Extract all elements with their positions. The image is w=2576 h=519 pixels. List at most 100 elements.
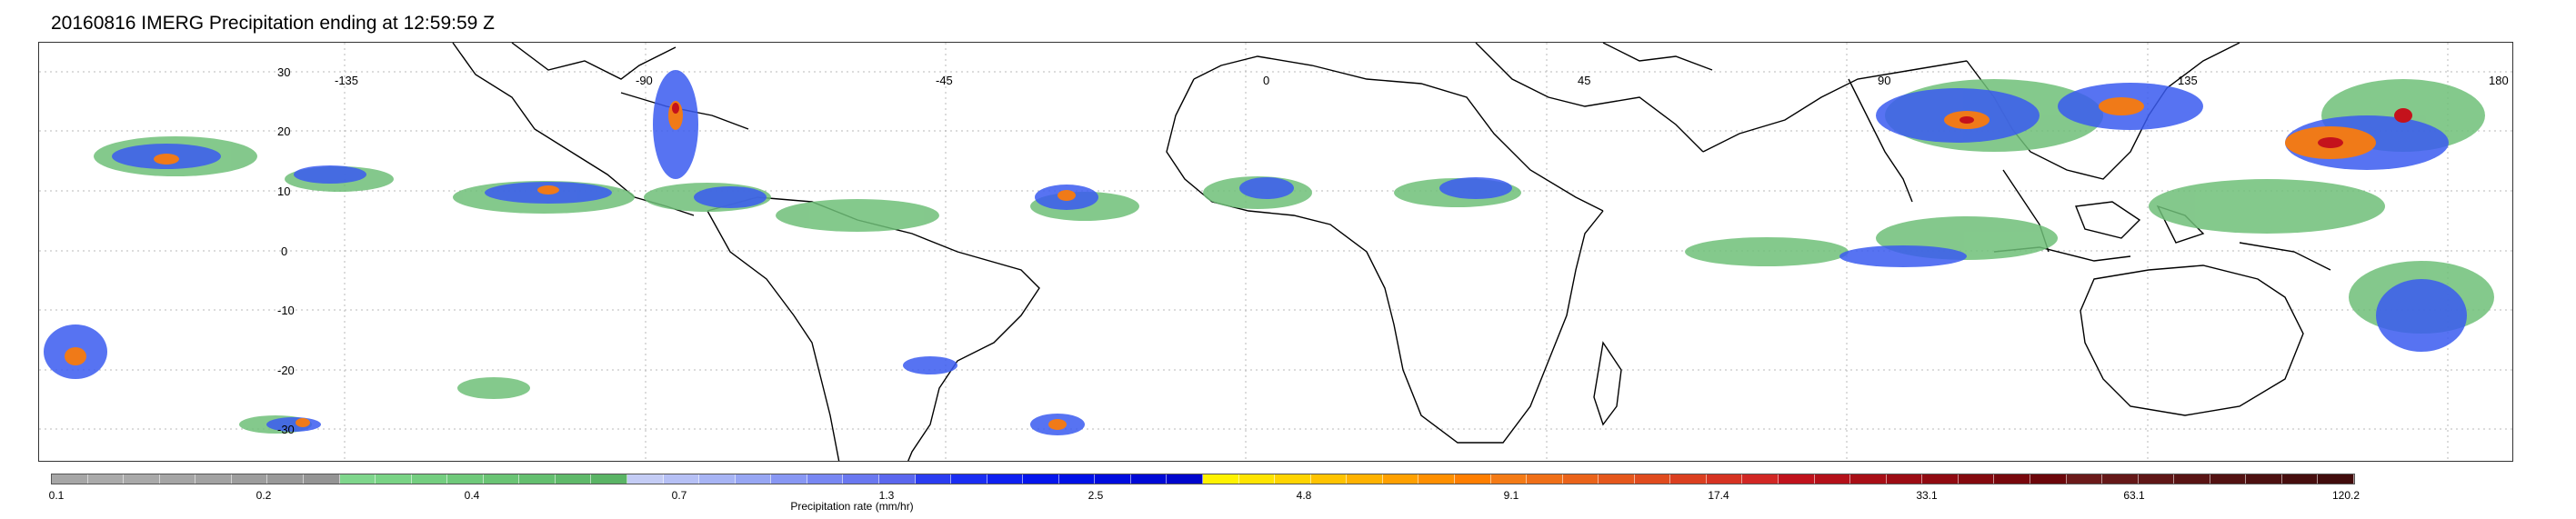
colorbar-segment bbox=[231, 474, 268, 484]
map-canvas bbox=[39, 43, 2512, 461]
colorbar-tick-7: 9.1 bbox=[1503, 489, 1519, 502]
colorbar-segment bbox=[663, 474, 700, 484]
colorbar-tick-8: 17.4 bbox=[1708, 489, 1729, 502]
colorbar-segment bbox=[2066, 474, 2103, 484]
colorbar-segment bbox=[1814, 474, 1851, 484]
colorbar-segment bbox=[124, 474, 160, 484]
colorbar-segment bbox=[843, 474, 879, 484]
colorbar-segment bbox=[735, 474, 772, 484]
colorbar-tick-9: 33.1 bbox=[1916, 489, 1938, 502]
lat-label-neg20: -20 bbox=[277, 364, 295, 377]
colorbar-segment bbox=[1095, 474, 1131, 484]
colorbar-segment bbox=[447, 474, 484, 484]
colorbar-tick-3: 0.7 bbox=[671, 489, 687, 502]
colorbar-tick-1: 0.2 bbox=[256, 489, 272, 502]
graticule-grid bbox=[39, 43, 2512, 461]
colorbar-segment bbox=[2102, 474, 2139, 484]
colorbar-tick-0: 0.1 bbox=[48, 489, 65, 502]
colorbar-segment bbox=[2174, 474, 2210, 484]
lat-label-30: 30 bbox=[277, 65, 291, 79]
colorbar-segment bbox=[1454, 474, 1491, 484]
colorbar-segment bbox=[1275, 474, 1311, 484]
lon-label-45: 45 bbox=[1578, 74, 1591, 87]
colorbar-segment bbox=[1527, 474, 1563, 484]
colorbar-segment bbox=[87, 474, 125, 484]
colorbar-segment bbox=[1599, 474, 1635, 484]
colorbar-segment bbox=[951, 474, 987, 484]
colorbar-segment bbox=[1023, 474, 1059, 484]
colorbar-tick-2: 0.4 bbox=[464, 489, 480, 502]
lon-label-neg135: -135 bbox=[335, 74, 359, 87]
colorbar-segment bbox=[2318, 474, 2354, 484]
colorbar-segment bbox=[1886, 474, 1923, 484]
rain-light bbox=[94, 79, 2494, 434]
lon-label-180: 180 bbox=[2489, 74, 2509, 87]
colorbar-segment bbox=[555, 474, 592, 484]
colorbar-segment bbox=[303, 474, 340, 484]
colorbar-segment bbox=[339, 474, 376, 484]
lon-label-135: 135 bbox=[2178, 74, 2198, 87]
colorbar-segment bbox=[699, 474, 736, 484]
coastlines bbox=[452, 43, 2331, 461]
colorbar-segment bbox=[1130, 474, 1168, 484]
colorbar-segment bbox=[1634, 474, 1671, 484]
precipitation-map: 30 20 10 0 -10 -20 -30 -135 -90 -45 0 45… bbox=[38, 42, 2513, 462]
colorbar-tick-4: 1.3 bbox=[878, 489, 895, 502]
colorbar-segment bbox=[771, 474, 807, 484]
colorbar-segment bbox=[195, 474, 232, 484]
colorbar-segment bbox=[1779, 474, 1815, 484]
rain-extreme bbox=[672, 103, 2412, 148]
lon-label-neg45: -45 bbox=[936, 74, 953, 87]
lat-label-10: 10 bbox=[277, 185, 291, 198]
colorbar-segment bbox=[159, 474, 196, 484]
colorbar-segment bbox=[915, 474, 952, 484]
colorbar-segment bbox=[2281, 474, 2319, 484]
rain-moderate bbox=[44, 70, 2467, 435]
colorbar-segment bbox=[1994, 474, 2030, 484]
colorbar-segment bbox=[1562, 474, 1599, 484]
colorbar-segment bbox=[1203, 474, 1239, 484]
colorbar-segment bbox=[1922, 474, 1959, 484]
colorbar-segment bbox=[267, 474, 304, 484]
colorbar-tick-6: 4.8 bbox=[1296, 489, 1312, 502]
colorbar-tick-5: 2.5 bbox=[1088, 489, 1104, 502]
colorbar-segment bbox=[1347, 474, 1383, 484]
colorbar-segment bbox=[591, 474, 627, 484]
colorbar-segment bbox=[1382, 474, 1419, 484]
colorbar-segment bbox=[2138, 474, 2175, 484]
lon-label-neg90: -90 bbox=[636, 74, 653, 87]
precipitation-colorbar bbox=[51, 474, 2355, 484]
colorbar-segment bbox=[1167, 474, 1203, 484]
colorbar-segment bbox=[2246, 474, 2282, 484]
colorbar-segment bbox=[1958, 474, 1995, 484]
colorbar-segment bbox=[2210, 474, 2247, 484]
lat-label-20: 20 bbox=[277, 125, 291, 138]
colorbar-segment bbox=[1670, 474, 1707, 484]
colorbar-segment bbox=[807, 474, 844, 484]
rain-heavy bbox=[65, 97, 2376, 430]
colorbar-tick-11: 120.2 bbox=[2331, 489, 2360, 502]
lat-label-neg30: -30 bbox=[277, 423, 295, 436]
colorbar-segment bbox=[1490, 474, 1528, 484]
map-title: 20160816 IMERG Precipitation ending at 1… bbox=[51, 13, 495, 34]
colorbar-segment bbox=[1850, 474, 1887, 484]
colorbar-segment bbox=[376, 474, 412, 484]
lon-label-90: 90 bbox=[1878, 74, 1891, 87]
colorbar-segment bbox=[52, 474, 88, 484]
lon-label-0: 0 bbox=[1263, 74, 1270, 87]
lat-label-0: 0 bbox=[281, 245, 288, 258]
colorbar-segment bbox=[1238, 474, 1276, 484]
colorbar-segment bbox=[1742, 474, 1779, 484]
colorbar-segment bbox=[627, 474, 664, 484]
colorbar-segment bbox=[483, 474, 520, 484]
colorbar-segment bbox=[1706, 474, 1743, 484]
colorbar-segment bbox=[1310, 474, 1348, 484]
colorbar-segment bbox=[2030, 474, 2067, 484]
colorbar-segment bbox=[1418, 474, 1455, 484]
lat-label-neg10: -10 bbox=[277, 304, 295, 317]
colorbar-segment bbox=[987, 474, 1024, 484]
colorbar-segment bbox=[1058, 474, 1096, 484]
colorbar-segment bbox=[519, 474, 556, 484]
colorbar-segment bbox=[878, 474, 916, 484]
colorbar-segment bbox=[411, 474, 448, 484]
